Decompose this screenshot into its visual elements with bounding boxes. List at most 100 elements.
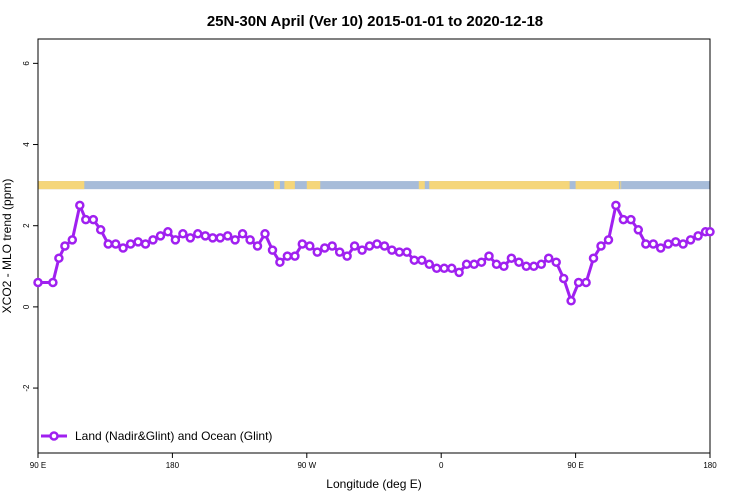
- data-point: [663, 239, 673, 249]
- y-axis-label: XCO2 - MLO trend (ppm): [0, 179, 14, 314]
- data-point: [33, 277, 43, 288]
- data-point: [491, 259, 502, 270]
- data-point: [461, 259, 472, 270]
- chart-title: 25N-30N April (Ver 10) 2015-01-01 to 202…: [207, 13, 543, 30]
- data-point: [357, 245, 367, 255]
- data-point: [215, 233, 225, 243]
- legend: Land (Nadir&Glint) and Ocean (Glint): [41, 429, 272, 443]
- data-point: [342, 251, 352, 261]
- data-point: [133, 237, 143, 247]
- data-point: [110, 239, 121, 249]
- data-point: [178, 229, 188, 239]
- data-point: [543, 253, 554, 263]
- data-point: [312, 247, 323, 257]
- y-tick-label: 0: [22, 304, 31, 309]
- data-point: [155, 231, 166, 241]
- x-tick-label: 180: [166, 461, 180, 470]
- data-point: [529, 261, 539, 272]
- data-point: [573, 277, 584, 288]
- data-point: [402, 247, 412, 257]
- data-point: [705, 227, 715, 237]
- land-segment: [306, 181, 321, 190]
- data-point: [424, 259, 435, 270]
- data-point: [282, 251, 293, 261]
- data-point: [48, 277, 58, 288]
- data-point: [685, 235, 696, 245]
- land-segment: [575, 181, 619, 190]
- data-point: [193, 229, 203, 239]
- data-point: [305, 241, 315, 251]
- y-tick-label: 4: [22, 142, 31, 147]
- data-point: [75, 200, 85, 211]
- data-point: [327, 241, 337, 251]
- data-point: [409, 255, 420, 265]
- data-point: [484, 251, 494, 261]
- y-tick-label: 6: [22, 61, 31, 66]
- data-point: [319, 243, 330, 253]
- land-segment: [284, 181, 295, 190]
- data-point: [118, 243, 128, 253]
- data-point: [611, 200, 621, 211]
- land-segment: [273, 181, 280, 190]
- data-point: [54, 253, 64, 263]
- data-point: [633, 225, 644, 235]
- series-layer: [33, 200, 715, 306]
- data-point: [372, 239, 382, 249]
- land-ocean-band: [38, 181, 710, 190]
- data-point: [431, 263, 442, 274]
- ocean-band: [38, 181, 710, 190]
- data-point: [267, 245, 278, 255]
- data-point: [670, 237, 681, 247]
- data-point: [379, 241, 390, 251]
- data-point: [67, 235, 78, 245]
- data-point: [476, 257, 487, 267]
- x-axis: 90 E 180 90 W 0 90 E 180: [30, 453, 717, 470]
- data-point: [536, 259, 547, 270]
- legend-label: Land (Nadir&Glint) and Ocean (Glint): [75, 429, 272, 443]
- data-point: [170, 235, 181, 245]
- data-point: [81, 214, 91, 225]
- data-point: [655, 243, 666, 253]
- data-point: [417, 255, 427, 265]
- y-tick-label: 2: [22, 223, 31, 228]
- data-point: [446, 263, 457, 274]
- data-point: [60, 241, 70, 251]
- data-point: [125, 239, 136, 249]
- data-point: [596, 241, 606, 251]
- data-point: [394, 247, 405, 257]
- data-point: [95, 225, 106, 235]
- data-point: [648, 239, 659, 249]
- data-point: [469, 259, 479, 270]
- data-point: [364, 241, 375, 251]
- data-point: [641, 239, 651, 249]
- data-point: [185, 233, 196, 243]
- data-point: [222, 231, 233, 241]
- data-point: [103, 239, 113, 249]
- data-point: [200, 231, 211, 241]
- data-point: [693, 231, 703, 241]
- x-tick-label: 90 E: [567, 461, 583, 470]
- data-point: [521, 261, 532, 272]
- data-point: [163, 227, 173, 237]
- data-point: [439, 263, 449, 274]
- data-point: [140, 239, 151, 249]
- data-point: [551, 257, 561, 267]
- y-tick-label: -2: [22, 384, 31, 392]
- data-point: [252, 241, 263, 251]
- data-point: [618, 214, 629, 225]
- data-point: [588, 253, 599, 263]
- series-line: [38, 203, 710, 303]
- data-point: [603, 235, 614, 245]
- data-point: [499, 261, 509, 272]
- x-tick-label: 90 E: [30, 461, 46, 470]
- data-point: [626, 214, 636, 225]
- data-point: [454, 267, 464, 278]
- data-point: [678, 239, 688, 249]
- data-point: [245, 235, 255, 245]
- plot-frame: [37, 38, 711, 454]
- x-tick-label: 90 W: [297, 461, 316, 470]
- data-point: [275, 257, 285, 267]
- data-point: [230, 235, 240, 245]
- data-point: [237, 229, 248, 239]
